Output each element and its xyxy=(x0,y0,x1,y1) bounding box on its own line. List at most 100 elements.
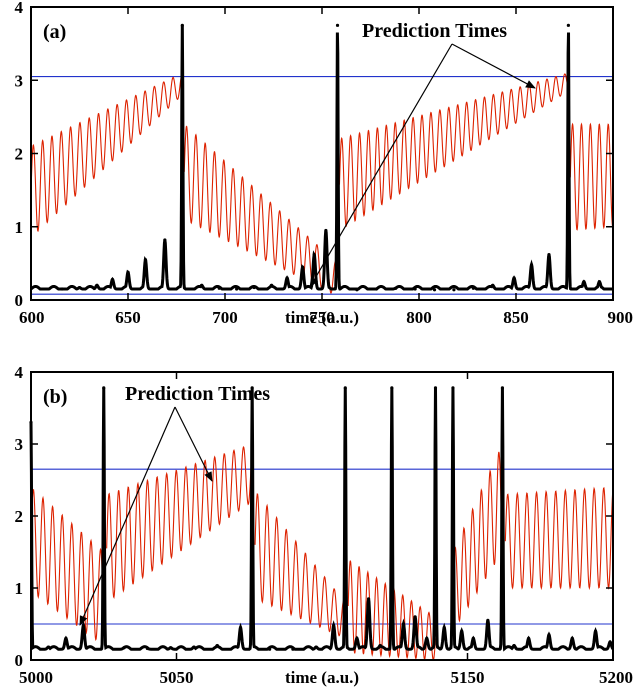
oscillation-series-segment xyxy=(569,122,614,231)
x-tick-label: 5000 xyxy=(19,668,53,687)
oscillation-series-segment xyxy=(338,73,569,227)
x-tick-label: 700 xyxy=(212,308,238,327)
panel-label: (a) xyxy=(43,21,66,43)
x-tick-label: 850 xyxy=(503,308,529,327)
annotation-arrow xyxy=(451,43,536,89)
spike-peak-point xyxy=(401,622,406,626)
spike-peak-point xyxy=(335,23,340,27)
spike-peak-point xyxy=(378,644,382,648)
y-tick-label: 1 xyxy=(15,218,24,237)
spike-peak-point xyxy=(486,618,490,623)
spike-peak-point xyxy=(95,283,99,287)
y-tick-label: 4 xyxy=(15,363,24,382)
spike-peak-point xyxy=(285,276,289,280)
spike-peak-point xyxy=(452,288,456,292)
spike-peak-point xyxy=(500,386,505,390)
plot-frame xyxy=(30,6,614,301)
spike-peak-point xyxy=(355,288,359,292)
spike-peak-point xyxy=(217,286,221,290)
spike-peak-point xyxy=(145,646,149,651)
x-tick-label: 5200 xyxy=(599,668,633,687)
spike-peak-point xyxy=(390,386,394,390)
spike-peak-point xyxy=(547,252,551,257)
spike-peak-point xyxy=(324,228,328,233)
y-tick-label: 1 xyxy=(15,579,24,598)
oscillation-series-segment xyxy=(254,493,346,637)
chart-panel-b: 0 1 2 3 4 5000 5050 5150 5200 time (a.u.) (b) Predi… xyxy=(15,363,633,687)
annotation-arrow xyxy=(309,43,453,288)
spike-peak-point xyxy=(64,636,68,641)
x-axis-label: time (a.u.) xyxy=(285,668,359,687)
spike-peak-point xyxy=(122,646,126,650)
spike-peak-point xyxy=(570,636,574,641)
spike-peak-point xyxy=(547,633,551,637)
spike-peak-point xyxy=(81,623,85,628)
spike-peak-point xyxy=(512,644,516,648)
spike-peak-point xyxy=(366,597,371,601)
spike-peak-point xyxy=(512,276,516,280)
spike-peak-point xyxy=(451,386,455,390)
x-tick-label: 750 xyxy=(309,308,335,327)
y-tick-label: 2 xyxy=(15,145,24,164)
spike-peak-point xyxy=(102,386,106,390)
spike-peak-point xyxy=(200,283,204,287)
y-tick-label: 3 xyxy=(15,435,24,454)
spike-peak-point xyxy=(394,286,398,290)
spike-peak-point xyxy=(301,265,305,269)
spike-peak-point xyxy=(374,287,378,291)
spike-peak-point xyxy=(529,263,534,267)
spike-peak-point xyxy=(332,623,336,628)
oscillation-series-segment xyxy=(30,489,105,642)
spike-peak-point xyxy=(355,636,359,641)
spike-peak-point xyxy=(471,636,475,641)
spike-peak-point xyxy=(312,252,316,257)
spike-peak-point xyxy=(582,280,586,284)
x-tick-label: 5150 xyxy=(451,668,485,687)
spike-peak-point xyxy=(192,645,196,649)
spike-peak-point xyxy=(252,285,256,290)
spike-peak-point xyxy=(180,23,184,27)
spike-peak-point xyxy=(460,629,464,633)
spike-peak-point xyxy=(491,283,495,287)
spike-peak-point xyxy=(413,615,417,619)
spike-peak-point xyxy=(343,386,347,390)
spike-peak-point xyxy=(250,386,254,390)
spike-peak-point xyxy=(314,645,318,649)
spike-peak-point xyxy=(608,640,612,644)
oscillation-series-segment xyxy=(30,72,183,232)
spike-peak-point xyxy=(291,647,295,651)
prediction-times-annotation: Prediction Times xyxy=(125,383,270,405)
spike-series-line xyxy=(30,25,613,291)
spike-peak-point xyxy=(126,270,130,274)
x-tick-label: 600 xyxy=(19,308,45,327)
annotation-arrow xyxy=(79,406,176,626)
oscillation-series-segment xyxy=(106,445,253,599)
spike-peak-point xyxy=(163,238,167,242)
y-tick-label: 2 xyxy=(15,507,24,526)
spike-peak-point xyxy=(268,647,272,651)
spike-peak-point xyxy=(238,626,243,630)
spike-peak-point xyxy=(60,287,64,291)
spike-peak-point xyxy=(215,644,219,648)
oscillation-series-segment xyxy=(504,486,614,591)
spike-peak-point xyxy=(432,288,437,292)
spike-peak-point xyxy=(566,23,570,27)
y-tick-label: 3 xyxy=(15,71,24,90)
spike-peak-point xyxy=(413,287,417,291)
spike-peak-point xyxy=(527,636,531,641)
y-tick-label: 0 xyxy=(15,651,24,670)
spike-peak-point xyxy=(442,626,446,630)
spike-peak-point xyxy=(77,285,82,290)
spike-peak-point xyxy=(235,287,239,291)
annotation-arrow xyxy=(174,406,213,482)
x-tick-label: 800 xyxy=(406,308,432,327)
prediction-times-annotation: Prediction Times xyxy=(362,20,507,42)
x-tick-label: 5050 xyxy=(160,668,194,687)
spike-peak-point xyxy=(425,636,429,641)
chart-panel-a: 0 1 2 3 4 600 650 700 750 800 850 900 time (a.u.) (a)… xyxy=(15,0,633,327)
spike-series-line xyxy=(29,387,615,652)
spike-peak-point xyxy=(110,277,115,282)
y-tick-label: 4 xyxy=(15,0,24,17)
spike-peak-point xyxy=(269,283,274,287)
